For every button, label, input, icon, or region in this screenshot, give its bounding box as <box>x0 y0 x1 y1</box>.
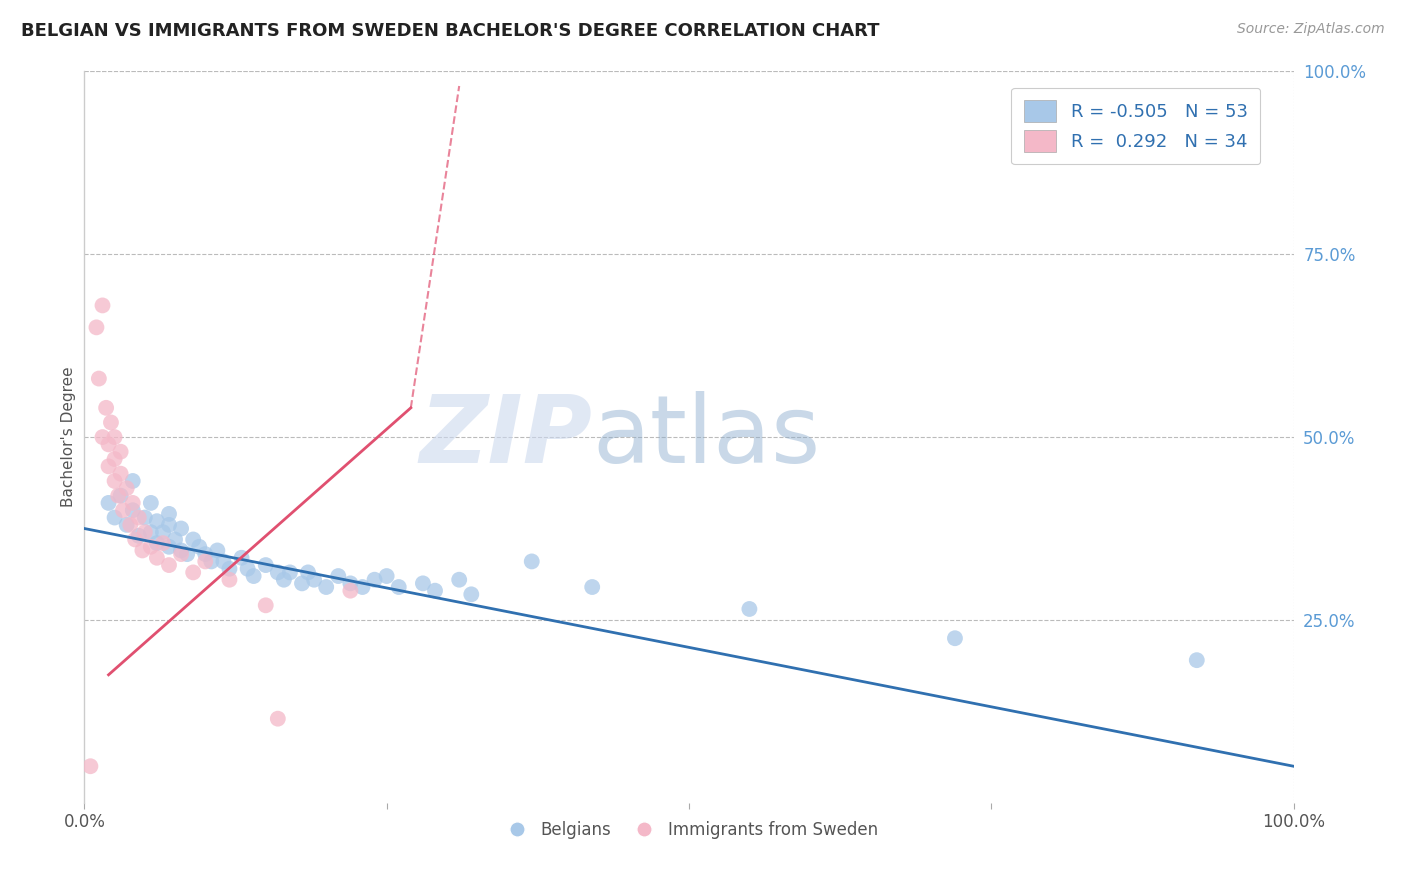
Point <box>278 566 301 580</box>
Point <box>134 510 156 524</box>
Point <box>423 583 446 598</box>
Point <box>146 514 169 528</box>
Point <box>110 467 132 481</box>
Point <box>139 525 162 540</box>
Point <box>520 554 543 568</box>
Point <box>352 580 374 594</box>
Point <box>146 536 169 550</box>
Point <box>91 298 114 312</box>
Point <box>157 517 180 532</box>
Point <box>297 566 319 580</box>
Point <box>449 573 471 587</box>
Point <box>157 558 180 573</box>
Point <box>188 540 211 554</box>
Point <box>121 496 143 510</box>
Legend: Belgians, Immigrants from Sweden: Belgians, Immigrants from Sweden <box>494 814 884 846</box>
Point <box>375 569 398 583</box>
Point <box>120 517 142 532</box>
Point <box>115 481 138 495</box>
Point <box>339 576 361 591</box>
Point <box>79 759 101 773</box>
Point <box>134 525 156 540</box>
Point <box>104 452 127 467</box>
Text: atlas: atlas <box>592 391 821 483</box>
Point <box>100 416 122 430</box>
Point <box>1185 653 1208 667</box>
Point <box>302 573 325 587</box>
Point <box>170 521 193 535</box>
Point <box>112 503 135 517</box>
Point <box>104 510 127 524</box>
Point <box>110 444 132 458</box>
Point <box>107 489 129 503</box>
Point <box>157 540 180 554</box>
Point <box>254 558 277 573</box>
Point <box>339 583 361 598</box>
Point <box>86 320 108 334</box>
Point <box>738 602 761 616</box>
Point <box>218 562 240 576</box>
Point <box>460 587 482 601</box>
Point <box>139 540 162 554</box>
Point <box>212 554 235 568</box>
Point <box>315 580 337 594</box>
Point <box>97 459 120 474</box>
Point <box>104 430 127 444</box>
Point <box>91 430 114 444</box>
Point <box>943 632 966 646</box>
Point <box>181 566 204 580</box>
Point <box>242 569 264 583</box>
Point <box>176 547 198 561</box>
Point <box>581 580 603 594</box>
Point <box>412 576 434 591</box>
Point <box>218 573 240 587</box>
Point <box>194 554 217 568</box>
Point <box>94 401 117 415</box>
Point <box>267 712 290 726</box>
Point <box>157 507 180 521</box>
Point <box>200 554 222 568</box>
Point <box>207 543 229 558</box>
Point <box>139 496 162 510</box>
Point <box>128 510 150 524</box>
Point <box>104 474 127 488</box>
Point <box>328 569 350 583</box>
Point <box>97 496 120 510</box>
Text: Source: ZipAtlas.com: Source: ZipAtlas.com <box>1237 22 1385 37</box>
Point <box>121 474 143 488</box>
Point <box>87 371 110 385</box>
Point <box>236 562 259 576</box>
Point <box>291 576 314 591</box>
Point <box>273 573 295 587</box>
Point <box>146 550 169 565</box>
Point <box>170 547 193 561</box>
Text: ZIP: ZIP <box>419 391 592 483</box>
Point <box>121 503 143 517</box>
Point <box>128 529 150 543</box>
Point <box>97 437 120 451</box>
Y-axis label: Bachelor's Degree: Bachelor's Degree <box>60 367 76 508</box>
Point <box>115 517 138 532</box>
Point <box>131 543 153 558</box>
Point <box>124 533 146 547</box>
Point <box>231 550 253 565</box>
Point <box>254 599 277 613</box>
Point <box>170 543 193 558</box>
Point <box>363 573 385 587</box>
Point <box>194 547 217 561</box>
Point <box>388 580 411 594</box>
Point <box>181 533 204 547</box>
Point <box>267 566 290 580</box>
Text: BELGIAN VS IMMIGRANTS FROM SWEDEN BACHELOR'S DEGREE CORRELATION CHART: BELGIAN VS IMMIGRANTS FROM SWEDEN BACHEL… <box>21 22 880 40</box>
Point <box>165 533 187 547</box>
Point <box>152 525 174 540</box>
Point <box>110 489 132 503</box>
Point <box>152 536 174 550</box>
